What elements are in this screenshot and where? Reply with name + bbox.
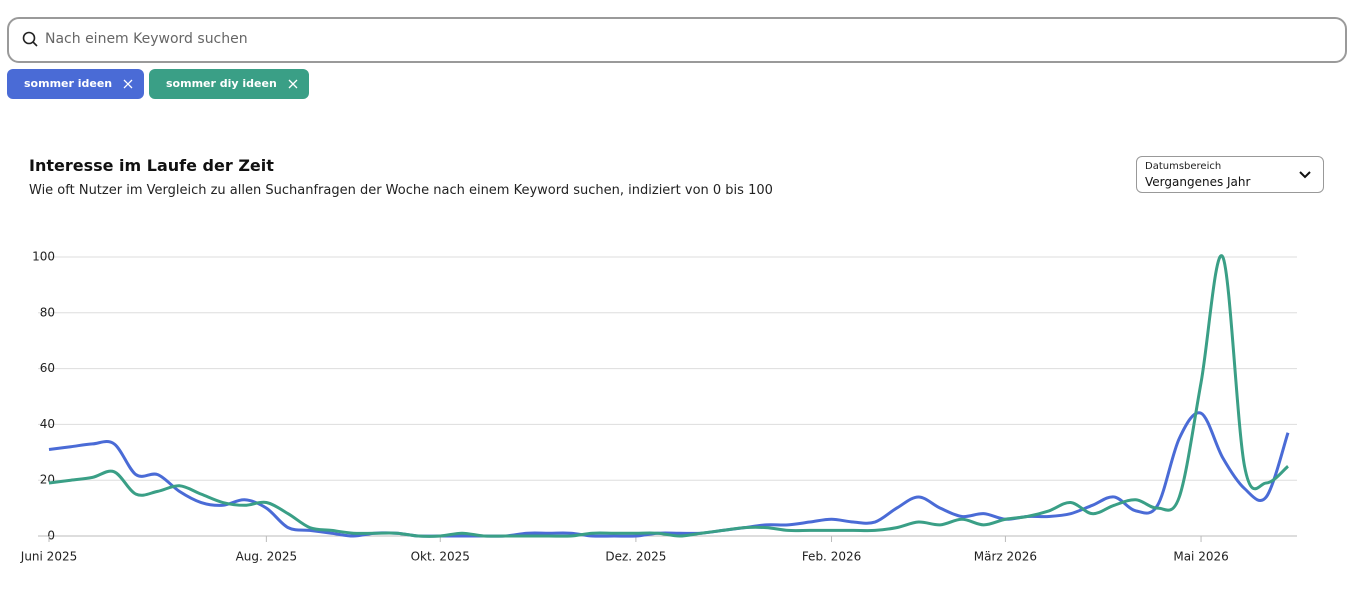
date-range-dropdown[interactable]: Datumsbereich Vergangenes Jahr <box>1136 156 1324 193</box>
x-tick-label: Mai 2026 <box>1173 550 1228 564</box>
x-tick-label: Feb. 2026 <box>802 550 861 564</box>
x-tick-label: Dez. 2025 <box>605 550 666 564</box>
chip-label: sommer ideen <box>24 77 113 90</box>
chart-title: Interesse im Laufe der Zeit <box>29 156 274 175</box>
keyword-chip[interactable]: sommer diy ideen <box>149 69 309 99</box>
search-placeholder: Nach einem Keyword suchen <box>45 31 248 47</box>
chip-remove[interactable] <box>123 79 133 89</box>
chevron <box>1299 171 1311 179</box>
series-line <box>48 411 1290 538</box>
y-tick-label: 20 <box>40 473 55 487</box>
dropdown-value: Vergangenes Jahr <box>1145 175 1251 189</box>
y-tick-label: 0 <box>47 529 55 543</box>
dropdown-label: Datumsbereich <box>1145 161 1222 172</box>
x-tick-label: März 2026 <box>974 550 1037 564</box>
y-tick-label: 80 <box>40 305 55 319</box>
series-line <box>48 254 1289 538</box>
x-tick-label: Okt. 2025 <box>411 550 470 564</box>
chip-label: sommer diy ideen <box>166 77 277 90</box>
search-icon <box>22 31 38 47</box>
x-tick-label: Juni 2025 <box>20 550 77 564</box>
search-box[interactable]: Nach einem Keyword suchen <box>7 17 1347 63</box>
chart-subtitle: Wie oft Nutzer im Vergleich zu allen Suc… <box>29 183 773 198</box>
y-tick-label: 40 <box>40 417 55 431</box>
y-tick-label: 60 <box>40 361 55 375</box>
x-tick-label: Aug. 2025 <box>236 550 298 564</box>
keyword-chip[interactable]: sommer ideen <box>7 69 145 99</box>
chip-remove[interactable] <box>288 79 298 89</box>
y-tick-label: 100 <box>32 250 55 264</box>
